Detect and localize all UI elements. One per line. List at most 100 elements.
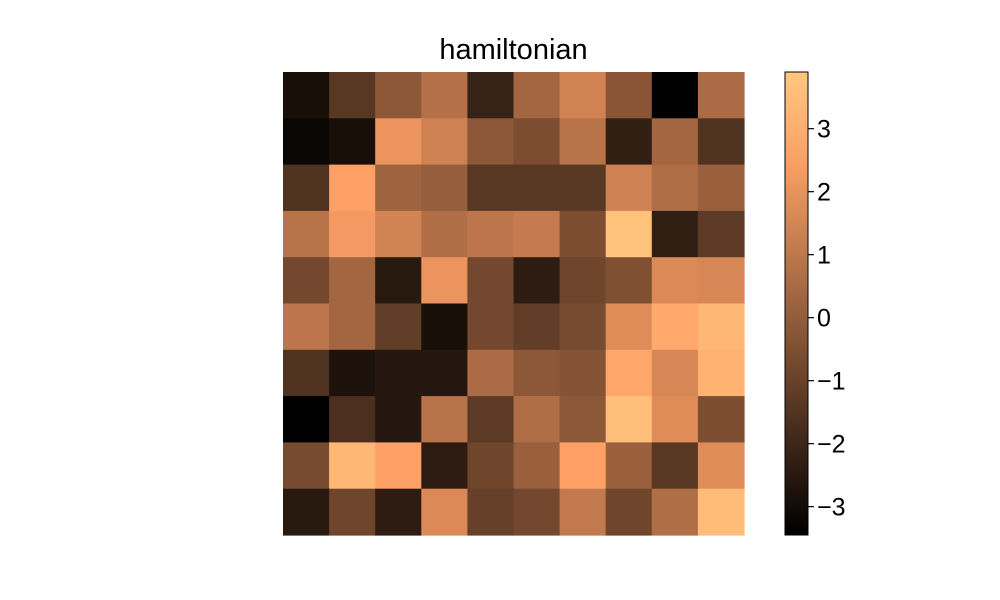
- heatmap-cell: [283, 257, 330, 305]
- heatmap-cell: [375, 210, 422, 258]
- heatmap-cell: [605, 396, 653, 443]
- heatmap-cell: [605, 257, 653, 305]
- heatmap-cell: [651, 488, 699, 536]
- heatmap-cell: [559, 303, 607, 351]
- heatmap-cell: [513, 118, 561, 166]
- heatmap-cell: [697, 396, 745, 443]
- heatmap-cell: [283, 349, 330, 397]
- heatmap-cell: [559, 164, 607, 212]
- heatmap-cell: [605, 118, 653, 166]
- heatmap-cell: [283, 210, 330, 258]
- colorbar-tick-label: −3: [817, 494, 846, 522]
- heatmap-cell: [651, 72, 699, 119]
- heatmap-cell: [605, 488, 653, 536]
- heatmap-cell: [467, 303, 515, 351]
- heatmap-cell: [375, 257, 422, 305]
- heatmap-cell: [329, 257, 376, 305]
- colorbar-tick-label: 0: [817, 305, 831, 333]
- heatmap-cell: [421, 396, 468, 443]
- heatmap-cell: [559, 210, 607, 258]
- heatmap-cell: [559, 396, 607, 443]
- heatmap-cell: [283, 303, 330, 351]
- heatmap-cell: [329, 349, 376, 397]
- heatmap-cell: [513, 396, 561, 443]
- heatmap-cell: [605, 72, 653, 119]
- heatmap-cell: [467, 488, 515, 536]
- heatmap-cell: [329, 442, 376, 490]
- heatmap-cell: [651, 164, 699, 212]
- colorbar: 3 2 1 0 −1 −2 −3: [784, 71, 846, 536]
- heatmap-cell: [697, 442, 745, 490]
- heatmap-cell: [697, 349, 745, 397]
- colorbar-tick-label: 1: [817, 242, 831, 270]
- heatmap-cell: [605, 349, 653, 397]
- colorbar-ticks: 3 2 1 0 −1 −2 −3: [808, 116, 846, 522]
- heatmap-cell: [559, 349, 607, 397]
- heatmap-cell: [421, 488, 468, 536]
- heatmap-cell: [375, 164, 422, 212]
- heatmap-cell: [421, 72, 468, 119]
- heatmap-cell: [651, 210, 699, 258]
- heatmap-cell: [283, 72, 330, 119]
- heatmap-cell: [375, 396, 422, 443]
- heatmap-cell: [421, 164, 468, 212]
- heatmap-cell: [513, 257, 561, 305]
- heatmap-cell: [697, 72, 745, 119]
- heatmap-cell: [697, 210, 745, 258]
- heatmap-cell: [651, 396, 699, 443]
- heatmap-cell: [513, 210, 561, 258]
- heatmap-cell: [605, 303, 653, 351]
- heatmap-cell: [467, 257, 515, 305]
- heatmap-cell: [421, 210, 468, 258]
- heatmap-cell: [651, 118, 699, 166]
- heatmap-cell: [467, 118, 515, 166]
- heatmap-cell: [697, 303, 745, 351]
- heatmap-cell: [513, 442, 561, 490]
- colorbar-gradient: [784, 71, 809, 536]
- heatmap-cell: [651, 349, 699, 397]
- heatmap-cell: [697, 257, 745, 305]
- heatmap-cell: [375, 118, 422, 166]
- heatmap-cell: [329, 118, 376, 166]
- heatmap-cell: [467, 72, 515, 119]
- heatmap-cell: [697, 164, 745, 212]
- heatmap-cell: [467, 396, 515, 443]
- heatmap-cell: [329, 72, 376, 119]
- heatmap-cell: [329, 396, 376, 443]
- heatmap-cell: [283, 118, 330, 166]
- heatmap-cell: [651, 257, 699, 305]
- heatmap-cell: [375, 442, 422, 490]
- heatmap-cell: [421, 442, 468, 490]
- chart-title: hamiltonian: [439, 34, 588, 66]
- heatmap-cell: [421, 303, 468, 351]
- heatmap-cell: [421, 349, 468, 397]
- heatmap-cell: [605, 210, 653, 258]
- heatmap-cell: [513, 164, 561, 212]
- heatmap-cell: [283, 488, 330, 536]
- heatmap-cell: [697, 118, 745, 166]
- heatmap-cell: [467, 210, 515, 258]
- colorbar-tick-label: 2: [817, 179, 831, 207]
- heatmap-cell: [513, 349, 561, 397]
- heatmap-cell: [421, 118, 468, 166]
- heatmap-cell: [375, 349, 422, 397]
- heatmap-cell: [283, 442, 330, 490]
- heatmap-cell: [467, 442, 515, 490]
- heatmap-cell: [513, 72, 561, 119]
- heatmap-grid: [283, 72, 745, 536]
- heatmap-cell: [559, 488, 607, 536]
- heatmap-cell: [559, 257, 607, 305]
- heatmap-cell: [329, 210, 376, 258]
- heatmap-cell: [375, 303, 422, 351]
- heatmap-cell: [467, 164, 515, 212]
- heatmap-cell: [467, 349, 515, 397]
- heatmap-cell: [283, 396, 330, 443]
- heatmap-cell: [283, 164, 330, 212]
- heatmap-cell: [329, 164, 376, 212]
- colorbar-tick-label: 3: [817, 116, 831, 144]
- heatmap-cell: [513, 488, 561, 536]
- heatmap-cell: [605, 442, 653, 490]
- heatmap-cell: [559, 72, 607, 119]
- colorbar-tick-label: −2: [817, 431, 846, 459]
